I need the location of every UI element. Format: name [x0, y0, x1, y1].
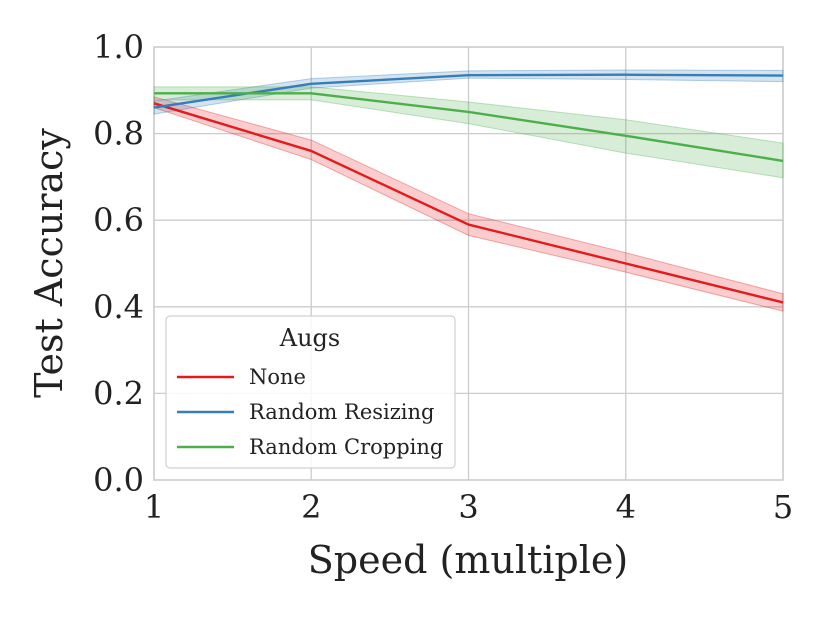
- y-tick-label: 0.6: [93, 201, 144, 239]
- plot-frame: [153, 46, 784, 481]
- y-tick-label: 0.0: [93, 461, 144, 499]
- series-line-random-resizing: [153, 73, 784, 109]
- x-tick-labels: 1 2 3 4 5: [144, 488, 793, 526]
- y-tick-label: 0.2: [93, 374, 144, 412]
- y-axis-label: Test Accuracy: [27, 128, 71, 398]
- series-lines: [153, 73, 784, 304]
- legend-title: Augs: [279, 324, 340, 352]
- legend-label-none: None: [249, 365, 306, 389]
- x-tick-label: 5: [773, 488, 793, 526]
- series-line-none: [153, 102, 784, 304]
- x-axis-label: Speed (multiple): [308, 538, 628, 582]
- band-random-resizing: [153, 69, 784, 115]
- y-tick-label: 0.8: [93, 115, 144, 153]
- y-tick-label: 0.4: [93, 288, 144, 326]
- legend-label-random-resizing: Random Resizing: [249, 400, 435, 424]
- x-tick-label: 3: [458, 488, 478, 526]
- y-tick-labels: 0.0 0.2 0.4 0.6 0.8 1.0: [93, 28, 144, 499]
- legend-entries: None Random Resizing Random Cropping: [177, 365, 443, 459]
- legend-label-random-cropping: Random Cropping: [249, 435, 443, 459]
- legend-box: [165, 315, 456, 469]
- x-tick-label: 1: [144, 488, 164, 526]
- series-line-random-cropping: [154, 92, 784, 163]
- legend: Augs None Random Resizing Random Cropping: [165, 315, 456, 469]
- y-tick-label: 1.0: [93, 28, 144, 66]
- x-tick-label: 4: [616, 488, 636, 526]
- band-random-cropping: [153, 86, 784, 179]
- x-tick-label: 2: [301, 488, 321, 526]
